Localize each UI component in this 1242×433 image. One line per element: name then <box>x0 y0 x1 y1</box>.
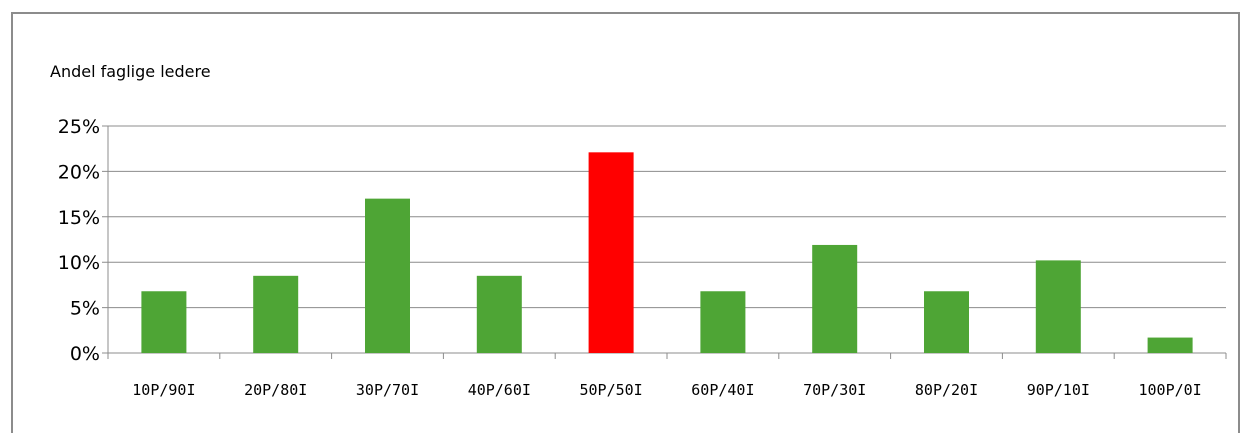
y-tick-labels: 0% 5% 10% 15% 20% 25% <box>58 116 100 365</box>
bar-90P-10I <box>1035 260 1081 353</box>
x-tick-labels: 10P/90I 20P/80I 30P/70I 40P/60I 50P/50I 60P/4… <box>132 381 1201 399</box>
y-axis-label: Andel faglige ledere <box>50 62 211 81</box>
x-tick-label: 90P/10I <box>1027 381 1090 399</box>
y-tick-label: 10% <box>58 252 100 274</box>
y-tick-label: 5% <box>70 298 100 320</box>
bar-10P-90I <box>141 291 187 353</box>
y-tick-label: 15% <box>58 207 100 229</box>
bar-50P-50I <box>588 152 634 353</box>
bar-20P-80I <box>253 275 299 353</box>
bar-100P-0I <box>1147 337 1193 353</box>
bar-70P-30I <box>812 244 858 353</box>
bar-40P-60I <box>476 275 522 353</box>
x-tick-label: 40P/60I <box>468 381 531 399</box>
x-tick-label: 100P/0I <box>1138 381 1201 399</box>
y-tick-label: 0% <box>70 343 100 365</box>
x-tick-label: 50P/50I <box>579 381 642 399</box>
x-tick-label: 20P/80I <box>244 381 307 399</box>
bars <box>141 152 1193 353</box>
bar-80P-20I <box>924 291 969 353</box>
y-tick-label: 20% <box>58 161 100 183</box>
x-tick-label: 30P/70I <box>356 381 419 399</box>
bar-30P-70I <box>365 198 410 353</box>
x-tick-label: 80P/20I <box>915 381 978 399</box>
x-tick-label: 60P/40I <box>691 381 754 399</box>
bar-60P-40I <box>700 291 746 353</box>
x-tick-label: 70P/30I <box>803 381 866 399</box>
y-tick-label: 25% <box>58 116 100 138</box>
x-tick-label: 10P/90I <box>132 381 195 399</box>
